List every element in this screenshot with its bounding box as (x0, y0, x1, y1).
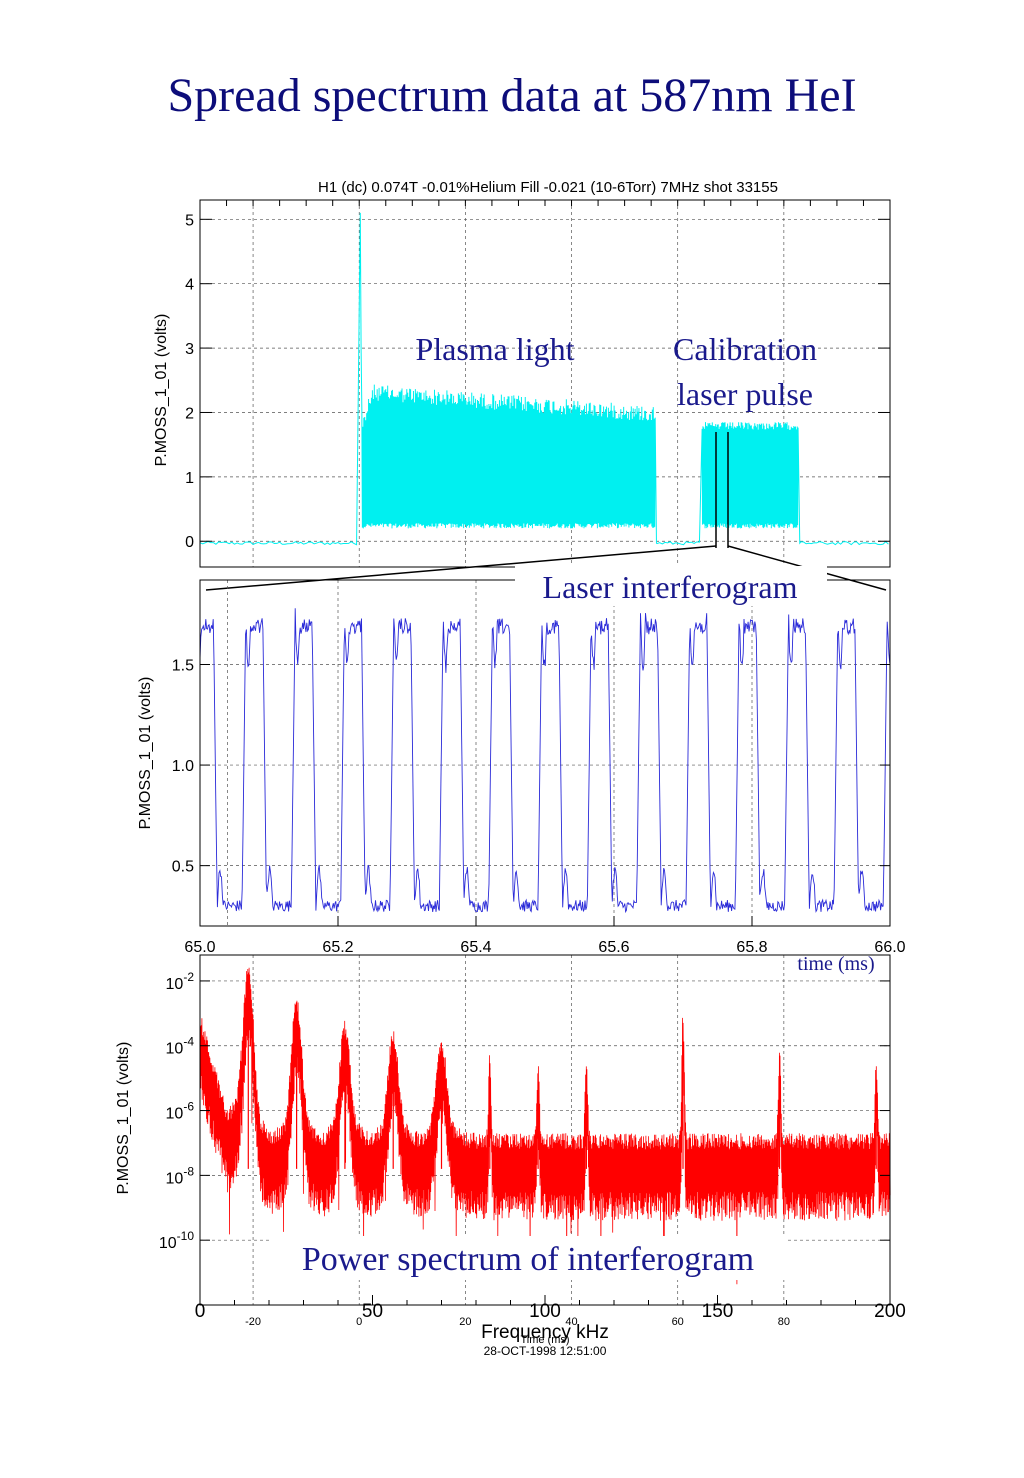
y-tick-label: 1.0 (172, 758, 194, 775)
y-axis-label: P.MOSS_1_01 (volts) (137, 677, 154, 830)
annotation-backdrop (515, 566, 827, 606)
x-tick-label: 65.0 (184, 939, 215, 956)
x-axis-label-time: Time (ms) (520, 1334, 569, 1346)
x-tick-label-time: 80 (778, 1316, 790, 1328)
y-axis-label: P.MOSS_1_01 (volts) (115, 1042, 132, 1195)
y-tick-label: 5 (185, 212, 194, 229)
y-tick-label: 4 (185, 277, 194, 294)
x-tick-label-time: -20 (245, 1316, 261, 1328)
spectrum-series-line (199, 967, 891, 1285)
x-tick-label: 65.6 (598, 939, 629, 956)
annotation-power-spectrum: Power spectrum of interferogram (302, 1241, 754, 1278)
x-tick-label: 150 (702, 1301, 734, 1322)
y-tick-label: 1.5 (172, 657, 194, 674)
plasma-series-line (199, 212, 889, 546)
power-spectrum-plot: 10-210-410-610-810-10-20 0 20 40 60 800 50 100 1… (115, 954, 906, 1358)
date-stamp: 28-OCT-1998 12:51:00 (484, 1344, 607, 1358)
y-tick-label: 3 (185, 341, 194, 358)
x-axis-label-frequency: Frequency kHz (481, 1322, 609, 1343)
annotation-laser-pulse: laser pulse (677, 376, 813, 412)
plot-title: H1 (dc) 0.074T -0.01%Helium Fill -0.021 … (318, 179, 778, 196)
x-tick-label: 50 (362, 1301, 383, 1322)
y-tick-label: 10-4 (166, 1035, 195, 1058)
plasma-trace (199, 212, 889, 546)
y-tick-label: 10-8 (166, 1164, 195, 1187)
annotation-backdrop (272, 1236, 787, 1280)
x-tick-label-time: 20 (459, 1316, 471, 1328)
y-tick-label: 0.5 (172, 859, 194, 876)
slide-title: Spread spectrum data at 587nm HeI (167, 69, 857, 122)
spectrum-trace (199, 967, 891, 1285)
x-tick-label: 66.0 (874, 939, 905, 956)
x-tick-label: 200 (874, 1301, 906, 1322)
x-tick-label-time: 60 (672, 1316, 684, 1328)
y-axis-label: P.MOSS_1_01 (volts) (153, 314, 170, 467)
y-tick-label: 2 (185, 405, 194, 422)
x-axis-label: time (ms) (797, 953, 874, 975)
annotation-calibration: Calibration (673, 331, 817, 367)
x-tick-label: 65.2 (322, 939, 353, 956)
x-tick-label: 100 (529, 1301, 561, 1322)
annotation-plasma-light: Plasma light (415, 331, 574, 367)
zoom-line-left (205, 545, 717, 591)
plasma-light-plot: H1 (dc) 0.074T -0.01%Helium Fill -0.021 … (153, 179, 891, 591)
x-tick-label: 0 (195, 1301, 206, 1322)
plot-ticks: 0.5 1.0 1.5 65.0 65.2 65.4 65.6 65.8 66.0 (172, 657, 906, 956)
interferogram-series-line (199, 608, 891, 914)
y-tick-label: 10-6 (166, 1100, 195, 1123)
x-tick-label: 65.8 (736, 939, 767, 956)
y-tick-label: 10-2 (166, 970, 195, 993)
y-tick-label: 0 (185, 534, 194, 551)
annotation-laser-interferogram: Laser interferogram (543, 569, 798, 605)
y-tick-label: 10-10 (159, 1229, 194, 1252)
x-tick-label-time: 40 (565, 1316, 577, 1328)
interferogram-trace (199, 608, 891, 914)
plot-ticks: 0 1 2 3 4 5 (185, 200, 891, 551)
interferogram-plot: 0.5 1.0 1.5 65.0 65.2 65.4 65.6 65.8 66.0 P.MOSS… (137, 566, 906, 975)
x-tick-label: 65.4 (460, 939, 491, 956)
plot-ticks: 10-210-410-610-810-10-20 0 20 40 60 800 50 100 1… (159, 970, 906, 1328)
x-tick-label-time: 0 (356, 1316, 362, 1328)
y-tick-label: 1 (185, 470, 194, 487)
